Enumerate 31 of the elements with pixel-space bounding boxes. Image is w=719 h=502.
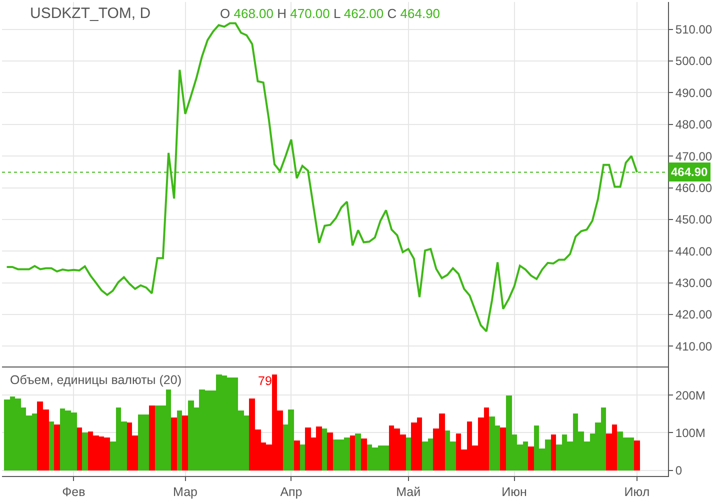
x-tick-label: Июн xyxy=(502,485,528,500)
bar xyxy=(322,428,327,471)
bar xyxy=(528,446,534,471)
x-tick-label: Фев xyxy=(62,485,86,500)
bar xyxy=(82,432,88,471)
bar xyxy=(634,440,640,471)
x-tick-label: Июл xyxy=(624,485,650,500)
bar xyxy=(182,416,188,471)
bar xyxy=(406,438,411,471)
annotation: 79 xyxy=(258,374,272,388)
y-tick-label: 100M xyxy=(675,426,706,440)
bar xyxy=(500,428,506,471)
chart-title: Объем, единицы валюты (20) xyxy=(10,373,182,387)
bar xyxy=(171,418,177,471)
bar xyxy=(551,434,556,471)
x-tick-label: Май xyxy=(396,485,421,500)
bar xyxy=(177,410,182,471)
bar xyxy=(294,440,300,471)
bar xyxy=(149,406,155,471)
bar xyxy=(350,436,355,471)
x-tick-label: Мар xyxy=(173,485,198,500)
bar xyxy=(327,432,333,471)
y-tick-label: 200M xyxy=(675,388,706,402)
y-tick-label: 0 xyxy=(675,464,682,478)
bar xyxy=(361,438,367,471)
bar xyxy=(300,444,305,471)
bar xyxy=(355,434,361,471)
x-tick-label: Апр xyxy=(280,485,302,500)
bar xyxy=(77,428,82,471)
bar xyxy=(49,422,54,471)
bar xyxy=(54,424,60,471)
